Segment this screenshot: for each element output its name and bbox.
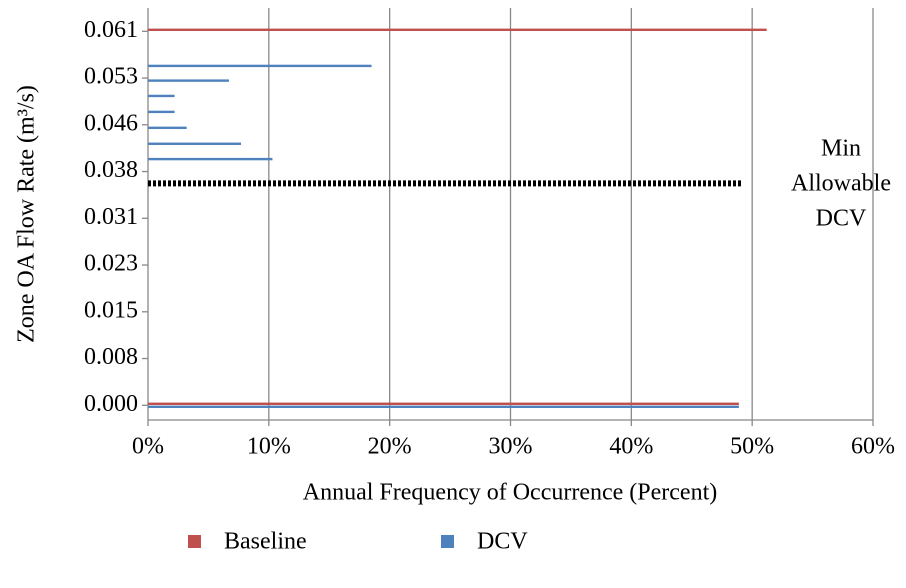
- annotation: Allowable: [791, 171, 891, 197]
- y-tick-label: 0.008: [84, 344, 138, 370]
- y-tick-label: 0.038: [84, 157, 138, 183]
- y-tick-label: 0.061: [84, 17, 138, 43]
- annotation: Min: [821, 136, 861, 162]
- legend-swatch: [188, 535, 201, 548]
- legend-label: Baseline: [224, 529, 307, 555]
- x-tick-label: 50%: [730, 434, 774, 460]
- x-tick-label: 30%: [489, 434, 533, 460]
- bar: [148, 28, 767, 31]
- y-tick-label: 0.015: [84, 297, 138, 323]
- annotation: DCV: [816, 206, 867, 232]
- y-axis-label: Zone OA Flow Rate (m³/s): [14, 85, 40, 343]
- legend-label: DCV: [477, 529, 528, 555]
- bar: [148, 79, 229, 82]
- bar: [148, 405, 739, 408]
- y-tick-label: 0.023: [84, 251, 138, 277]
- x-tick-label: 10%: [247, 434, 291, 460]
- bar: [148, 157, 273, 161]
- legend-swatch: [441, 535, 454, 548]
- x-tick-label: 40%: [609, 434, 653, 460]
- bar: [148, 142, 242, 145]
- y-tick-label: 0.053: [84, 64, 138, 90]
- bar: [148, 64, 372, 68]
- bar: [148, 402, 739, 405]
- bar: [148, 126, 187, 130]
- y-tick-label: 0.031: [84, 204, 138, 230]
- x-tick-label: 0%: [132, 434, 164, 460]
- x-tick-label: 20%: [368, 434, 412, 460]
- bar: [148, 110, 175, 114]
- y-tick-label: 0.046: [84, 110, 138, 136]
- x-tick-label: 60%: [851, 434, 895, 460]
- bar: [148, 94, 175, 98]
- x-axis-label: Annual Frequency of Occurrence (Percent): [303, 480, 717, 506]
- y-tick-label: 0.000: [84, 391, 138, 417]
